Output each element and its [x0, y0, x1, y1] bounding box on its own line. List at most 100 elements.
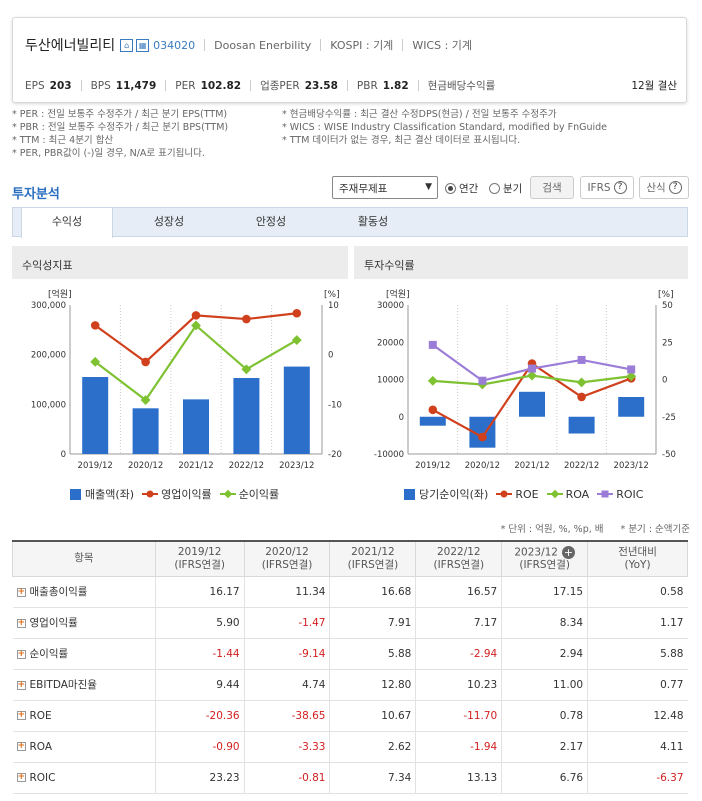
- table-cell: -9.14: [243, 638, 330, 670]
- panel-title: 수익성지표: [12, 246, 348, 279]
- row-label-cell: + EBITDA마진율: [12, 669, 156, 701]
- column-header-sublabel: (YoY): [624, 558, 651, 571]
- chart-legend: 당기순이익(좌) ROE ROA ROIC: [404, 486, 651, 502]
- table-cell: 2.17: [501, 731, 588, 763]
- legend-label: 순이익률: [238, 488, 280, 501]
- formula-button[interactable]: 산식 ?: [639, 176, 689, 199]
- data-point: [428, 340, 437, 349]
- y-tick-label-right: -20: [328, 450, 342, 460]
- data-point: [577, 392, 586, 402]
- table-cell: 13.13: [415, 762, 502, 794]
- x-tick-label: 2021/12: [178, 461, 213, 471]
- table-cell: 0.78: [501, 700, 588, 732]
- radio-unchecked-icon: [489, 183, 500, 194]
- table-cell: 17.15: [501, 576, 588, 608]
- legend-item[interactable]: ROE: [496, 487, 539, 501]
- tab-stability[interactable]: 안정성: [255, 215, 287, 228]
- tab-profitability[interactable]: 수익성: [21, 207, 113, 238]
- table-cell: 16.57: [415, 576, 502, 608]
- data-point: [428, 405, 438, 415]
- data-point: [241, 364, 252, 375]
- table-cell: 0.58: [587, 576, 688, 608]
- tab-activity[interactable]: 활동성: [357, 215, 389, 228]
- note-dividend: * 현금배당수익률 : 최근 결산 수정DPS(현금) / 전일 보통주 수정주…: [282, 109, 557, 120]
- table-cell: 8.34: [501, 607, 588, 639]
- table-cell: -11.70: [415, 700, 502, 732]
- radio-quarter[interactable]: 분기: [489, 181, 522, 196]
- data-point: [141, 357, 150, 367]
- y-tick-label-left: 0: [61, 450, 66, 460]
- legend-swatch: [142, 490, 159, 498]
- profitability-chart: [억원] [%] 300,000 200,000 100,000 0 10 0 -10 -20 20…: [31, 288, 342, 471]
- legend-item[interactable]: ROA: [546, 488, 589, 501]
- table-cell: -2.94: [415, 638, 502, 670]
- expand-columns-icon[interactable]: +: [561, 545, 575, 559]
- formula-button-label: 산식: [646, 182, 666, 194]
- table-cell: 4.11: [587, 731, 688, 763]
- divider: [417, 80, 419, 91]
- table-cell: 7.91: [329, 607, 416, 639]
- divider: [80, 80, 82, 91]
- x-tick-label: 2022/12: [564, 461, 599, 471]
- legend-item[interactable]: ROIC: [597, 488, 643, 501]
- building-icon[interactable]: ▦: [136, 38, 150, 52]
- note-na: * PER, PBR값이 (-)일 경우, N/A로 표기됩니다.: [12, 148, 205, 159]
- data-point: [528, 364, 536, 373]
- legend-item[interactable]: 매출액(좌): [70, 486, 134, 502]
- column-header-sublabel: (IFRS연결): [519, 559, 570, 571]
- dividend-yield-label: 현금배당수익률: [427, 80, 496, 92]
- table-row: + 순이익률 -1.44 -9.14 5.88 -2.94 2.94 5.88: [12, 638, 688, 670]
- expand-row-icon[interactable]: +: [16, 617, 26, 628]
- expand-row-icon[interactable]: +: [16, 679, 26, 690]
- y-tick-label-left: 200,000: [31, 351, 66, 361]
- table-cell: -0.81: [243, 762, 330, 794]
- note-pbr: * PBR : 전일 보통주 수정주가 / 최근 분기 BPS(TTM): [12, 122, 229, 133]
- expand-row-icon[interactable]: +: [16, 648, 26, 659]
- radio-annual[interactable]: 연간: [445, 181, 478, 196]
- table-cell: -1.44: [154, 638, 245, 670]
- profitability-table: 항목 2019/12 (IFRS연결) 2020/12 (IFRS연결) 2021/12(…: [12, 540, 688, 794]
- y-tick-label-left: -10000: [374, 450, 404, 460]
- legend-label: ROIC: [616, 487, 644, 501]
- data-point: [90, 321, 100, 330]
- legend-swatch: [597, 490, 614, 498]
- y-tick-label-right: 10: [328, 301, 339, 311]
- expand-row-icon[interactable]: +: [16, 772, 26, 782]
- divider: [165, 80, 167, 91]
- data-point: [242, 314, 251, 324]
- legend-item[interactable]: 당기순이익(좌): [404, 486, 488, 502]
- table-cell: 4.74: [243, 669, 330, 701]
- column-header: 전년대비 (YoY): [587, 540, 688, 577]
- expand-row-icon[interactable]: +: [16, 710, 26, 720]
- bps-label: BPS: [90, 79, 111, 92]
- table-row: + EBITDA마진율 9.44 4.74 12.80 10.23 11.00 0.77: [12, 669, 688, 701]
- bar: [419, 416, 446, 426]
- expand-row-icon[interactable]: +: [16, 741, 26, 751]
- statement-select[interactable]: 주재무제표 ▼: [332, 176, 438, 199]
- expand-row-icon[interactable]: +: [16, 586, 26, 597]
- data-point: [478, 432, 487, 442]
- chart-legend: 매출액(좌) 영업이익률 순이익률: [70, 486, 287, 502]
- x-tick-label: 2019/12: [415, 461, 450, 471]
- row-label-cell: + ROA: [12, 731, 156, 763]
- settlement-month: 12월 결산: [631, 80, 677, 92]
- legend-item[interactable]: 순이익률: [219, 486, 280, 502]
- y-axis-unit-right: [%]: [658, 290, 674, 300]
- bar: [183, 399, 209, 454]
- table-cell: 5.88: [329, 638, 416, 670]
- legend-item[interactable]: 영업이익률: [142, 486, 212, 502]
- statement-select-value: 주재무제표: [339, 183, 388, 195]
- ifrs-button[interactable]: IFRS ?: [580, 176, 634, 199]
- home-icon[interactable]: ⌂: [120, 38, 134, 52]
- x-tick-label: 2021/12: [514, 461, 549, 471]
- table-cell: 5.88: [587, 638, 688, 670]
- table-cell: 10.23: [415, 669, 502, 701]
- search-button[interactable]: 검색: [530, 176, 574, 199]
- table-row: + ROA -0.90 -3.33 2.62 -1.94 2.17 4.11: [12, 731, 688, 763]
- tab-growth[interactable]: 성장성: [153, 215, 185, 228]
- table-cell: 6.76: [501, 762, 588, 794]
- legend-label: ROE: [515, 487, 539, 501]
- column-header-sublabel: (IFRS연결): [433, 558, 485, 571]
- column-header-sublabel: (IFRS연결): [261, 558, 313, 571]
- note-ttm: * TTM : 최근 4분기 합산: [12, 135, 114, 146]
